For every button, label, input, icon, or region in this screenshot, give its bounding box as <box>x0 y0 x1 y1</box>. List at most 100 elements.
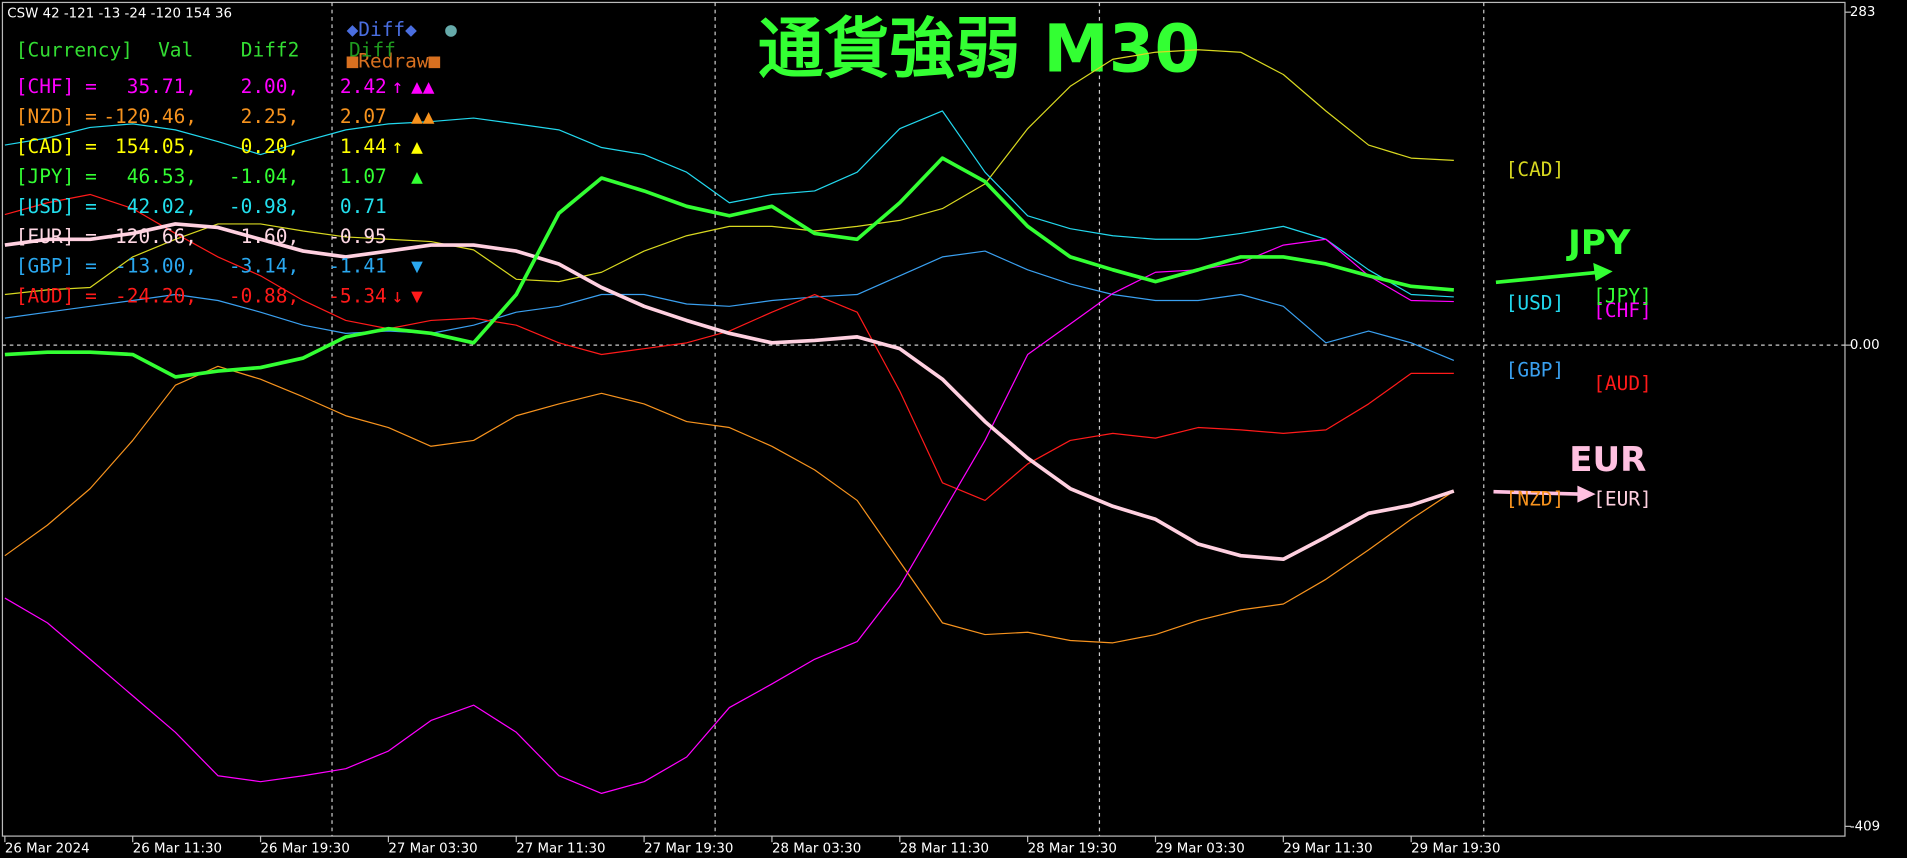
panel-val: 46.53, <box>127 165 197 188</box>
y-tick-label: 283 <box>1850 5 1876 20</box>
panel-val: 42.02, <box>127 195 197 218</box>
panel-val: -120.46, <box>103 105 197 128</box>
panel-signal: ▲ <box>411 165 423 188</box>
x-tick-label: 28 Mar 19:30 <box>1028 841 1117 856</box>
panel-code: [GBP] <box>16 255 75 278</box>
panel-val: 35.71, <box>127 75 197 98</box>
panel-diff: -1.41 <box>328 255 387 278</box>
series-label: [AUD] <box>1593 372 1652 395</box>
panel-diff: -0.95 <box>328 225 387 248</box>
chart-title: 通貨強弱 M30 <box>758 12 1200 88</box>
y-tick-label: 0.00 <box>1850 338 1880 353</box>
panel-diff2: -1.04, <box>229 165 299 188</box>
panel-eq: = <box>85 75 97 98</box>
series-label: [USD] <box>1506 292 1565 315</box>
series-line <box>4 193 1454 502</box>
x-tick-label: 27 Mar 03:30 <box>388 841 477 856</box>
panel-arrow: ↑ <box>392 135 404 158</box>
panel-diff: -5.34 <box>328 285 387 308</box>
arrow <box>1493 489 1579 496</box>
panel-code: [AUD] <box>16 285 75 308</box>
panel-diff: 0.71 <box>340 195 387 218</box>
series-line <box>4 365 1455 644</box>
panel-code: [CAD] <box>16 135 75 158</box>
panel-header: Diff <box>349 39 396 62</box>
x-tick-label: 27 Mar 11:30 <box>516 841 605 856</box>
panel-diff: 1.07 <box>340 165 387 188</box>
panel-diff: 1.44 <box>340 135 387 158</box>
annotation: EUR <box>1569 440 1646 480</box>
panel-signal: ▲▲ <box>411 75 435 98</box>
header: CSW 42 -121 -13 -24 -120 154 36 <box>7 6 232 21</box>
x-tick-label: 28 Mar 03:30 <box>772 841 861 856</box>
panel-header: Val <box>158 39 193 62</box>
series-line <box>4 156 1454 379</box>
series-label: [NZD] <box>1506 488 1565 511</box>
x-tick-label: 29 Mar 19:30 <box>1411 841 1500 856</box>
panel-signal: ▼ <box>411 255 423 278</box>
panel-diff2: -0.88, <box>229 285 299 308</box>
y-tick-label: -409 <box>1850 819 1880 834</box>
panel-eq: = <box>85 225 97 248</box>
x-tick-label: 26 Mar 11:30 <box>133 841 222 856</box>
panel-diff2: 2.25, <box>241 105 300 128</box>
x-tick-label: 28 Mar 11:30 <box>900 841 989 856</box>
panel-code: [NZD] <box>16 105 75 128</box>
x-tick-label: 27 Mar 19:30 <box>644 841 733 856</box>
panel-diff2: 2.00, <box>241 75 300 98</box>
series-line <box>4 222 1455 562</box>
arrow-head <box>1593 262 1613 282</box>
arrow-head <box>1577 485 1596 503</box>
panel-val: 154.05, <box>115 135 197 158</box>
series-label: [EUR] <box>1593 488 1652 511</box>
panel-eq: = <box>85 195 97 218</box>
panel-signal: ▼ <box>411 285 423 308</box>
panel-val: -13.00, <box>115 255 197 278</box>
dot: ● <box>445 18 457 41</box>
panel-code: [JPY] <box>16 165 75 188</box>
panel-diff2: -3.14, <box>229 255 299 278</box>
panel-eq: = <box>85 285 97 308</box>
x-tick-label: 29 Mar 03:30 <box>1155 841 1244 856</box>
panel-diff: 2.42 <box>340 75 387 98</box>
annotation: JPY <box>1566 223 1631 263</box>
panel-signal: ▲▲ <box>411 105 435 128</box>
day-separators <box>331 2 1485 837</box>
series-line <box>4 238 1454 794</box>
arrow <box>1495 270 1596 285</box>
panel-signal: ▲ <box>411 135 423 158</box>
series-label: [JPY] <box>1593 284 1652 307</box>
x-tick-label: 26 Mar 2024 <box>5 841 90 856</box>
panel-arrow: ↑ <box>392 75 404 98</box>
panel-diff2: 1.60, <box>241 225 300 248</box>
panel-val: -24.20, <box>115 285 197 308</box>
panel-diff: 2.07 <box>340 105 387 128</box>
plot-border <box>1 1 1846 837</box>
redraw: ■Redraw■ <box>347 50 441 73</box>
x-tick-label: 29 Mar 11:30 <box>1283 841 1372 856</box>
panel-diff2: 0.20, <box>241 135 300 158</box>
series-line <box>4 110 1454 298</box>
x-tick-label: 26 Mar 19:30 <box>261 841 350 856</box>
panel-eq: = <box>85 255 97 278</box>
series-line <box>4 250 1455 362</box>
panel-code: [EUR] <box>16 225 75 248</box>
panel-header: Diff2 <box>241 39 300 62</box>
panel-eq: = <box>85 135 97 158</box>
panel-header: [Currency] <box>16 39 133 62</box>
panel-code: [CHF] <box>16 75 75 98</box>
series-label: [CHF] <box>1593 299 1652 322</box>
series-line <box>4 49 1454 296</box>
panel-diff2: -0.98, <box>229 195 299 218</box>
panel-arrow: ↓ <box>392 285 404 308</box>
panel-code: [USD] <box>16 195 75 218</box>
panel-eq: = <box>85 105 97 128</box>
panel-val: -120.66, <box>103 225 197 248</box>
annotation-arrows <box>1493 262 1613 503</box>
diff-toggle: ◆Diff◆ <box>347 18 418 41</box>
panel-eq: = <box>85 165 97 188</box>
series-label: [GBP] <box>1506 359 1565 382</box>
